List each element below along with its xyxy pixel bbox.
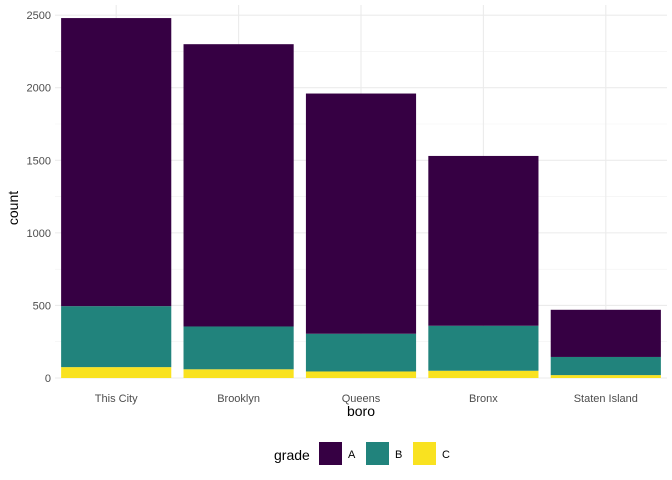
legend-key-b	[366, 442, 389, 465]
bar-segment-c	[550, 375, 661, 378]
x-tick-label: Brooklyn	[217, 393, 260, 405]
x-tick-label: This City	[95, 393, 138, 405]
bar-segment-c	[428, 370, 539, 378]
x-axis-ticks: This City Brooklyn Queens Bronx Staten Islan…	[95, 393, 638, 405]
bar-segment-b	[183, 326, 294, 370]
bar-segment-c	[305, 371, 417, 378]
legend-label: A	[348, 449, 356, 461]
bar-segment-b	[428, 325, 539, 371]
y-tick-label: 500	[33, 300, 51, 312]
legend-items: A B C	[319, 442, 450, 465]
y-axis-ticks: 0 500 1000 1500 2000 2500	[27, 10, 51, 385]
bar-segment-a	[183, 44, 294, 327]
legend-key-a	[319, 442, 342, 465]
y-axis-title: count	[5, 191, 21, 225]
y-tick-label: 1500	[27, 155, 51, 167]
y-tick-label: 2000	[27, 83, 51, 95]
y-tick-label: 1000	[27, 228, 51, 240]
bar-segment-a	[550, 309, 661, 357]
legend-title: grade	[274, 447, 310, 463]
x-axis-title: boro	[347, 403, 375, 419]
bar-segment-b	[305, 333, 417, 372]
y-tick-label: 0	[45, 373, 51, 385]
x-tick-label: Queens	[342, 393, 381, 405]
bar-segment-c	[61, 367, 172, 378]
bar-segment-a	[61, 18, 172, 307]
legend-key-c	[413, 442, 436, 465]
legend-label: C	[442, 449, 450, 461]
x-tick-label: Bronx	[469, 393, 498, 405]
y-tick-label: 2500	[27, 10, 51, 22]
bar-segment-a	[305, 93, 417, 334]
legend-label: B	[395, 449, 402, 461]
bar-segment-b	[550, 356, 661, 376]
bars	[61, 18, 661, 378]
bar-segment-a	[428, 155, 539, 326]
legend: grade A B C	[274, 442, 450, 465]
bar-segment-c	[183, 369, 294, 378]
x-tick-label: Staten Island	[574, 393, 638, 405]
bar-segment-b	[61, 306, 172, 368]
